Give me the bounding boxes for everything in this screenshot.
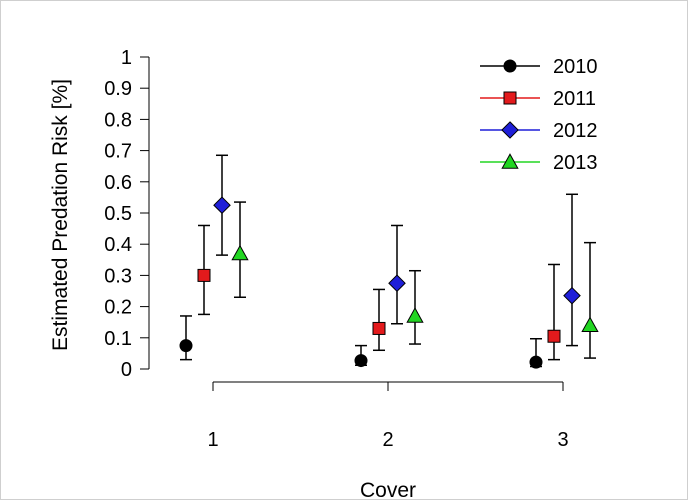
data-point-2011-cover-2	[372, 321, 386, 335]
data-point-2011-cover-1	[197, 268, 211, 282]
y-tick-label: 0.8	[104, 109, 132, 131]
data-point-2012-cover-3	[563, 286, 581, 305]
data-point-2011-cover-3	[547, 329, 561, 343]
x-tick-label: 3	[557, 429, 568, 451]
axes: 0 0.1 0.2 0.3 0.4 0.5 0.6 0.7 0.8 0.9 1 1 2 3	[104, 47, 568, 451]
y-tick-label: 0.2	[104, 297, 132, 319]
x-tick-label: 2	[382, 429, 393, 451]
legend-label-2010: 2010	[553, 56, 598, 78]
y-tick-label: 0.4	[104, 234, 132, 256]
y-tick-label: 0	[121, 359, 132, 381]
data-point-2010-cover-3	[529, 355, 543, 369]
y-tick-label: 0.6	[104, 172, 132, 194]
legend-marker-2010	[503, 59, 517, 73]
y-tick-label: 0.5	[104, 203, 132, 225]
legend: 2010 2011 2012 2013	[480, 56, 598, 174]
data-point-2013-cover-2	[406, 307, 424, 323]
legend-label-2013: 2013	[553, 152, 598, 174]
data-point-2010-cover-2	[354, 354, 368, 368]
legend-label-2012: 2012	[553, 120, 598, 142]
y-tick-label: 0.9	[104, 78, 132, 100]
x-tick-label: 1	[207, 429, 218, 451]
chart-marks	[179, 154, 599, 369]
x-axis-label: Cover	[360, 479, 416, 500]
y-tick-label: 0.7	[104, 141, 132, 163]
data-point-2013-cover-1	[231, 244, 249, 261]
y-tick-label: 1	[121, 47, 132, 69]
legend-marker-2013	[501, 153, 519, 169]
y-axis-label: Estimated Predation Risk [%]	[49, 79, 72, 351]
legend-marker-2011	[503, 91, 517, 105]
legend-label-2011: 2011	[553, 88, 596, 110]
legend-marker-2012	[501, 121, 519, 139]
data-point-2013-cover-3	[581, 316, 599, 333]
data-point-2010-cover-1	[179, 339, 193, 353]
data-point-2012-cover-2	[388, 274, 406, 293]
y-tick-label: 0.1	[104, 328, 132, 350]
data-point-2012-cover-1	[213, 196, 231, 215]
y-tick-label: 0.3	[104, 265, 132, 287]
